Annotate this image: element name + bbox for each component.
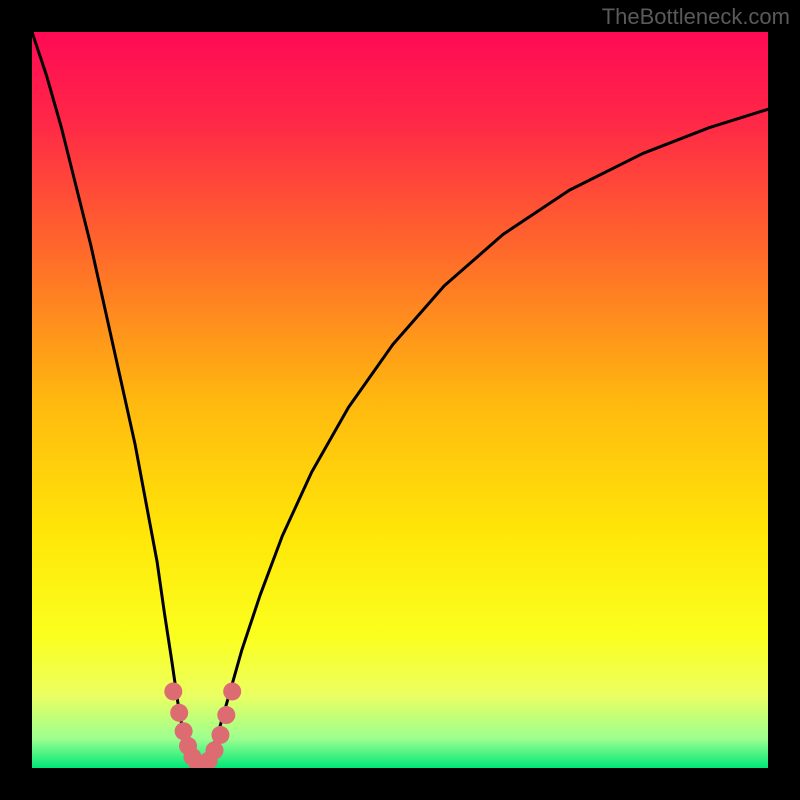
marker-dot — [206, 741, 224, 759]
marker-dot — [170, 704, 188, 722]
marker-dot — [211, 726, 229, 744]
markers-layer — [32, 32, 768, 768]
marker-dot — [217, 706, 235, 724]
marker-dot — [164, 682, 182, 700]
plot-area — [32, 32, 768, 768]
chart-root: TheBottleneck.com — [0, 0, 800, 800]
watermark-text: TheBottleneck.com — [602, 4, 790, 30]
marker-dot — [223, 682, 241, 700]
